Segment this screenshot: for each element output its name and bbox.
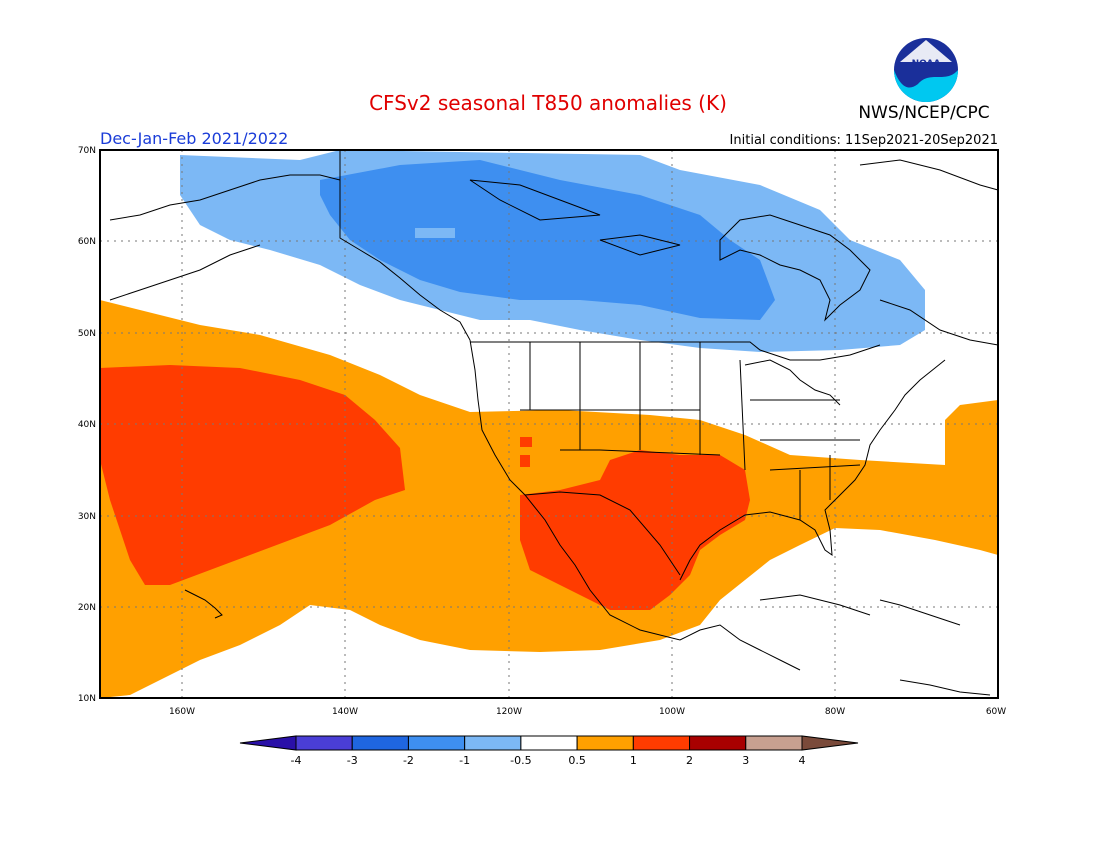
legend-swatch (632, 735, 691, 751)
agency-label: NWS/NCEP/CPC (858, 103, 989, 123)
legend-swatch (295, 735, 353, 751)
lat-label: 10N (78, 694, 96, 704)
legend-label: 3 (742, 754, 749, 767)
season-label: Dec-Jan-Feb 2021/2022 (100, 129, 288, 148)
color-legend: -4 -3 -2 -1 -0.5 0.5 1 2 3 4 (239, 735, 859, 767)
lon-label: 80W (825, 707, 845, 717)
lon-label: 140W (332, 707, 358, 717)
logo-text: NOAA (912, 59, 941, 69)
lat-label: 60N (78, 237, 96, 247)
legend-label: -2 (403, 754, 414, 767)
lat-label: 70N (78, 146, 96, 156)
legend-swatch (745, 735, 803, 751)
lon-label: 120W (496, 707, 522, 717)
chart-title: CFSv2 seasonal T850 anomalies (K) (369, 91, 727, 115)
legend-swatch (576, 735, 634, 751)
lon-label: 60W (986, 707, 1006, 717)
legend-label: 2 (686, 754, 693, 767)
legend-label: 1 (630, 754, 637, 767)
legend-swatch (520, 735, 578, 751)
coastlines (109, 150, 999, 696)
noaa-logo: NOAA (894, 38, 958, 102)
legend-swatch (407, 735, 466, 751)
legend-arrow-high (801, 735, 859, 751)
map-area (99, 149, 999, 699)
lon-label: 100W (659, 707, 685, 717)
lat-label: 40N (78, 420, 96, 430)
lon-labels: 160W 140W 120W 100W 80W 60W (169, 707, 1006, 717)
lat-label: 20N (78, 603, 96, 613)
legend-label: -0.5 (510, 754, 531, 767)
lon-label: 160W (169, 707, 195, 717)
map-frame (99, 149, 999, 699)
legend-label: 0.5 (568, 754, 586, 767)
initial-conditions-label: Initial conditions: 11Sep2021-20Sep2021 (730, 133, 998, 148)
legend-label: -4 (291, 754, 302, 767)
warm-mid-pacific-region (100, 365, 405, 585)
legend-arrow-low (239, 735, 297, 751)
legend-swatch (464, 735, 522, 751)
legend-label: -1 (459, 754, 470, 767)
legend-swatch (689, 735, 747, 751)
lat-label: 50N (78, 329, 96, 339)
legend-label: -3 (347, 754, 358, 767)
legend-label: 4 (799, 754, 806, 767)
graticule (100, 150, 998, 698)
lat-label: 30N (78, 512, 96, 522)
lat-labels: 70N 60N 50N 40N 30N 20N 10N (78, 146, 96, 704)
cold-mid-region (320, 160, 775, 320)
legend-swatch (351, 735, 409, 751)
